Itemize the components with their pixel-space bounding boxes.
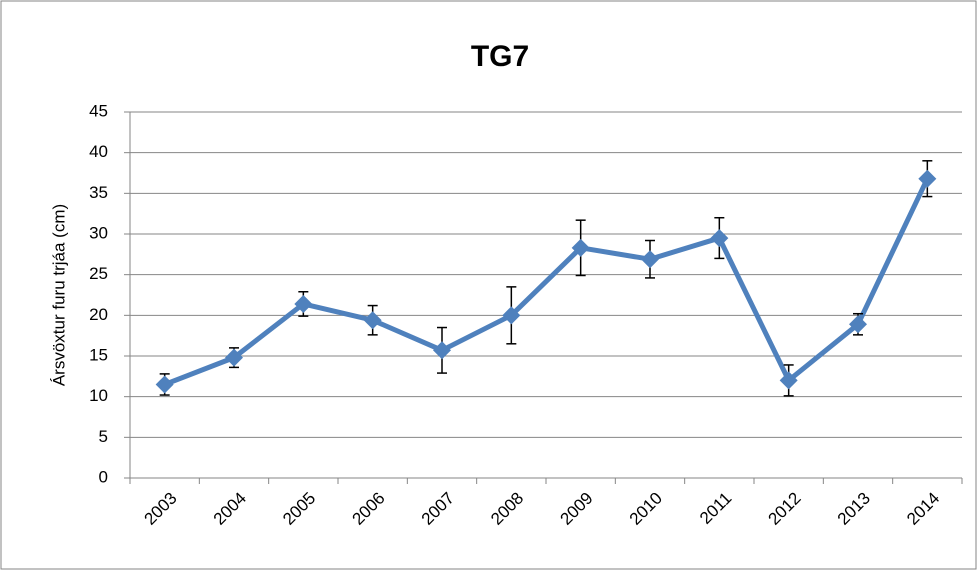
- marker: [225, 348, 243, 367]
- marker: [849, 315, 867, 334]
- marker: [294, 294, 313, 313]
- y-tick-label: 30: [89, 223, 108, 242]
- marker: [571, 238, 590, 257]
- marker: [433, 341, 451, 360]
- marker: [641, 250, 659, 269]
- marker: [710, 229, 729, 248]
- y-tick-label: 0: [99, 467, 108, 486]
- y-tick-label: 20: [89, 305, 108, 324]
- y-tick-label: 10: [89, 386, 108, 405]
- y-tick-label: 5: [99, 427, 108, 446]
- marker: [918, 169, 937, 188]
- marker: [155, 375, 174, 394]
- marker: [502, 306, 521, 325]
- y-tick-label: 25: [89, 264, 108, 283]
- y-tick-label: 15: [89, 345, 108, 364]
- marker: [363, 311, 382, 330]
- y-tick-label: 45: [89, 101, 108, 120]
- marker: [779, 371, 798, 390]
- y-tick-label: 35: [89, 183, 108, 202]
- data-line: [163, 177, 930, 387]
- y-tick-label: 40: [89, 142, 108, 161]
- chart-title: TG7: [471, 40, 529, 73]
- y-axis-label: Ársvöxtur furu trjáa (cm): [49, 204, 68, 386]
